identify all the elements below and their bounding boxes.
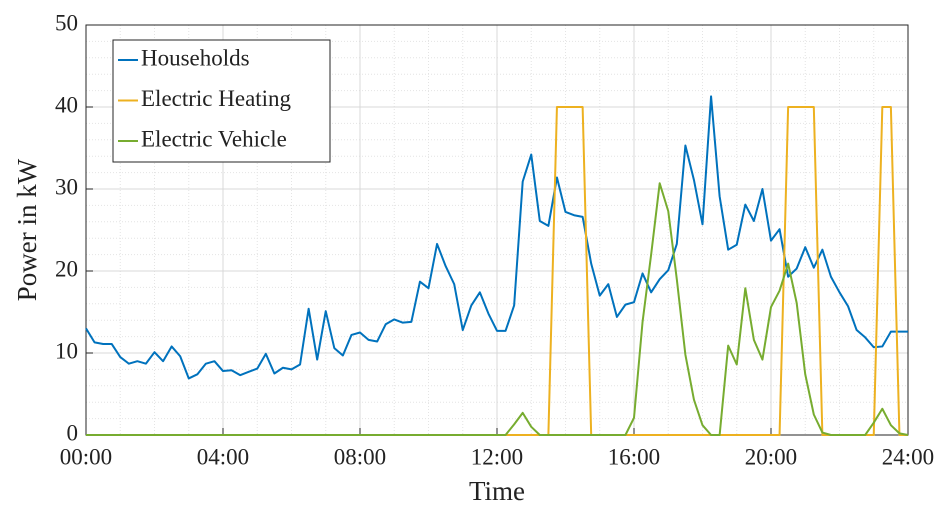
y-tick-label: 0 xyxy=(67,420,79,445)
x-tick-label: 12:00 xyxy=(471,444,523,469)
x-tick-label: 08:00 xyxy=(334,444,386,469)
y-tick-label: 30 xyxy=(55,174,78,199)
legend-label: Electric Vehicle xyxy=(141,126,287,151)
x-tick-label: 00:00 xyxy=(60,444,112,469)
y-tick-label: 50 xyxy=(55,10,78,35)
x-tick-label: 04:00 xyxy=(197,444,249,469)
x-tick-label: 20:00 xyxy=(745,444,797,469)
legend: Households Electric Heating Electric Vehic… xyxy=(112,39,331,163)
y-tick-label: 20 xyxy=(55,256,78,281)
x-axis-label: Time xyxy=(469,476,525,506)
y-axis-label: Power in kW xyxy=(12,158,42,301)
legend-box xyxy=(112,39,331,163)
data-line xyxy=(86,182,909,436)
x-tick-label: 16:00 xyxy=(608,444,660,469)
legend-label: Households xyxy=(141,45,250,70)
y-tick-label: 40 xyxy=(55,92,78,117)
data-line xyxy=(85,95,908,380)
x-tick-label: 24:00 xyxy=(882,444,934,469)
legend-label: Electric Heating xyxy=(141,86,292,111)
y-tick-label: 10 xyxy=(55,338,78,363)
